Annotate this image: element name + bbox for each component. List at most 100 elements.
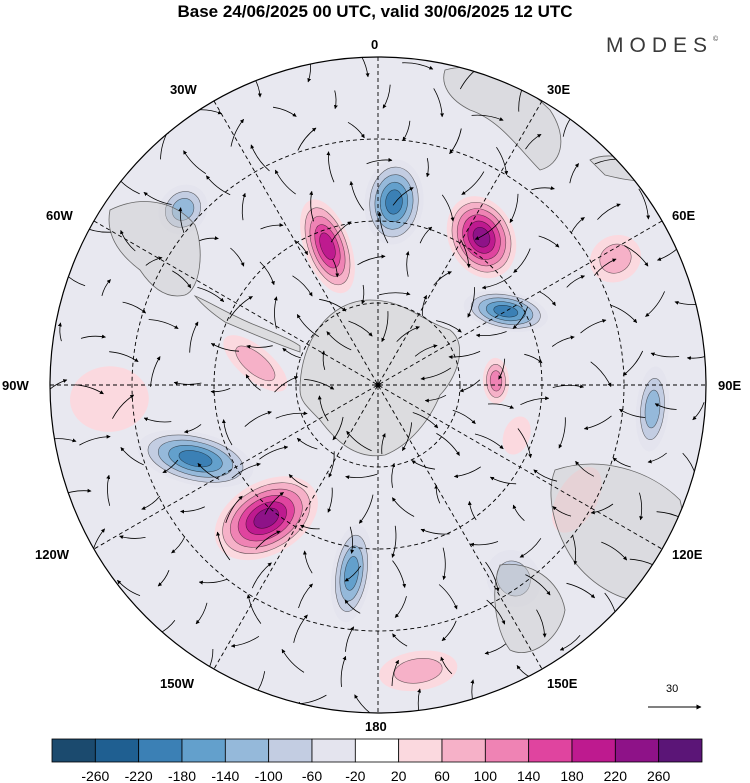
colorbar-tick-6: -20 [345,768,365,783]
wind-vector-46 [259,445,289,460]
wind-vector-170 [654,403,677,410]
wind-vector-86 [469,541,499,547]
wind-vector-103 [461,171,485,195]
wind-vector-195 [333,90,338,110]
wind-vector-34 [433,271,452,286]
colorbar-tick-2: -180 [168,768,196,783]
wind-vector-155 [122,301,147,314]
wind-vector-85 [512,504,525,522]
colorbar-swatch-2 [138,738,183,763]
wind-vector-122 [143,417,172,423]
wind-vector-59 [520,396,550,406]
meridian-30e-150w [213,100,543,670]
wind-vector-70 [210,388,231,394]
wind-vector-132 [496,146,509,176]
wind-vector-201 [638,188,651,220]
wind-vector-62 [467,501,477,521]
wind-vector-20 [452,409,476,424]
wind-vector-115 [394,596,407,618]
wind-vector-18 [448,351,481,360]
wind-vector-65 [349,526,355,554]
wind-vector-38 [487,403,514,409]
anomaly-contour-0-4 [385,189,403,215]
wind-vector-142 [525,574,551,596]
wind-vector-169 [650,352,680,358]
colorbar-swatch-11 [528,738,573,763]
wind-vector-154 [109,351,139,363]
wind-vector-151 [141,495,161,510]
wind-vector-124 [148,319,179,330]
wind-vector-35 [467,287,475,318]
wind-vector-150 [171,536,186,554]
lon-label-120w: 120W [35,547,69,562]
wind-vector-107 [580,318,607,334]
wind-vector-104 [509,193,519,223]
wind-vector-76 [377,211,389,244]
wind-vector-53 [357,254,386,266]
colorbar-tick-labels: -260 -220 -180 -140 -100 -60 -20 20 60 100 140 180 2… [81,768,670,783]
wind-vector-69 [221,419,233,446]
wind-vector-144 [441,620,457,642]
wind-vector-45 [288,474,308,488]
wind-vector-33 [405,251,410,277]
wind-vector-98 [230,247,245,267]
wind-vector-180 [281,648,305,673]
wind-vector-9 [332,416,344,441]
wind-vector-116 [344,599,361,614]
anomaly-contour-15-0 [551,467,602,533]
wind-vector-148 [246,594,262,624]
wind-vector-167 [624,245,649,267]
wind-vector-159 [250,144,270,172]
lon-label-90e: 90E [718,378,742,393]
south-america-outline [108,201,201,297]
colorbar-swatch-12 [571,738,616,763]
wind-vector-57 [512,306,529,329]
map-title: Base 24/06/2025 00 UTC, valid 30/06/2025… [177,2,573,21]
colorbar-tick-8: 60 [434,768,450,783]
wind-vector-123 [150,356,161,387]
wind-vector-164 [525,133,542,150]
colorbar-tick-13: 260 [647,768,671,783]
wind-vector-185 [106,474,111,506]
wind-vector-186 [79,434,111,446]
colorbar-swatch-4 [224,738,270,763]
colorbar-swatch-1 [94,738,140,763]
wind-vector-114 [438,584,458,610]
wind-vector-147 [293,614,308,643]
wind-vector-108 [590,361,612,387]
wind-vector-44 [327,487,333,513]
wind-vector-5 [412,412,439,429]
wind-vector-145 [392,633,408,647]
wind-vector-80 [539,291,556,306]
wind-vector-37 [498,358,506,380]
wind-vector-161 [347,121,365,139]
anomaly-contour-9-4 [178,450,213,468]
meridian-60w-120e [93,220,663,550]
wind-vector-136 [610,304,638,323]
modes-logo: MODES© [606,34,718,58]
anomaly-field [70,159,670,692]
brand-name: MODES [606,34,714,57]
wind-vector-99 [260,223,284,230]
wind-vector-6 [401,422,412,451]
anomaly-contour-13-1 [393,658,443,684]
wind-vector-32 [361,284,366,305]
wind-vector-109 [583,415,612,431]
colorbar-swatch-9 [441,738,486,763]
colorbar-swatch-14 [658,738,703,763]
wind-vector-183 [157,570,170,587]
wind-vector-131 [426,158,430,178]
wind-vector-178 [391,659,399,687]
wind-vector-31 [319,298,347,312]
wind-vector-120 [180,506,205,514]
wind-vector-126 [199,236,219,242]
wind-vector-4 [424,394,447,403]
wind-vector-113 [485,561,500,592]
wind-vector-130 [366,157,393,165]
wind-vector-11 [304,379,335,390]
colorbar-swatch-8 [398,738,443,763]
wind-vector-77 [441,194,455,222]
wind-vector-143 [486,599,506,625]
colorbar-swatch-0 [51,738,96,763]
